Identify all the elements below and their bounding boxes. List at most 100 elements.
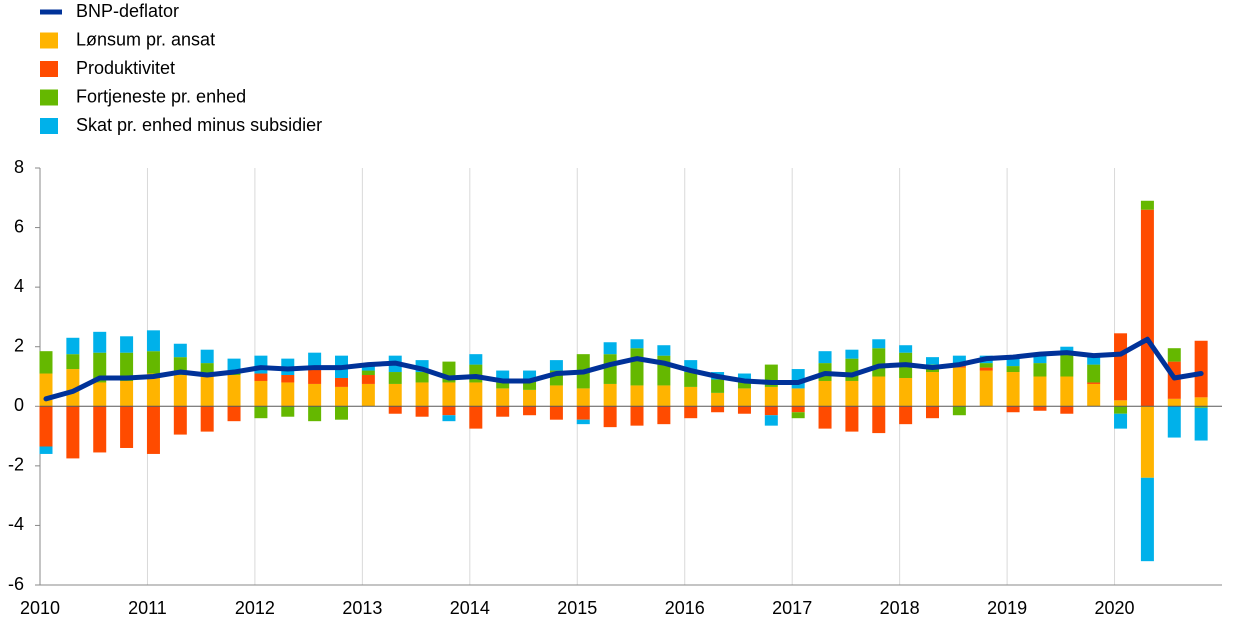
bar-segment xyxy=(1060,376,1074,407)
bar-segment xyxy=(93,406,107,453)
legend-label: Fortjeneste pr. enhed xyxy=(76,86,246,106)
bar-segment xyxy=(603,406,617,428)
bar-segment xyxy=(818,351,832,364)
bar-segment xyxy=(952,406,966,416)
bar-segment xyxy=(576,388,590,407)
bar-segment xyxy=(281,382,295,407)
y-tick-label: 4 xyxy=(14,276,24,296)
bar-segment xyxy=(1006,372,1020,407)
bar-segment xyxy=(523,370,537,380)
bar-segment xyxy=(496,370,510,383)
bar-segment xyxy=(227,358,241,373)
bar-segment xyxy=(711,406,725,413)
bar-segment xyxy=(442,415,456,422)
bar-segment xyxy=(657,406,671,425)
bar-segment xyxy=(173,375,187,407)
bar-segment xyxy=(200,406,214,432)
bar-segment xyxy=(335,406,348,420)
bar-segment xyxy=(1114,406,1128,414)
bar-segment xyxy=(281,406,295,417)
bar-segment xyxy=(845,349,859,359)
bar-segment xyxy=(684,360,698,373)
bar-segment xyxy=(818,406,832,429)
bar-segment xyxy=(1114,400,1128,407)
bar-segment xyxy=(1194,340,1208,398)
bar-segment xyxy=(173,406,187,435)
bar-segment xyxy=(254,373,268,381)
bar-segment xyxy=(388,372,402,384)
bar-segment xyxy=(791,388,805,407)
bar-segment xyxy=(684,406,698,419)
bar-segment xyxy=(39,446,53,454)
bar-segment xyxy=(227,375,241,407)
bar-segment xyxy=(684,372,698,387)
bar-segment xyxy=(791,406,805,413)
bar-segment xyxy=(308,383,322,407)
y-tick-label: 0 xyxy=(14,395,24,415)
bar-segment xyxy=(926,406,939,419)
bar-segment xyxy=(630,385,644,407)
x-tick-label: 2013 xyxy=(342,598,382,618)
bar-segment xyxy=(737,382,751,389)
bar-segment xyxy=(1006,355,1020,367)
bar-segment xyxy=(120,352,134,381)
bar-segment xyxy=(308,352,322,368)
bar-segment xyxy=(979,367,993,371)
legend-label: BNP-deflator xyxy=(76,1,179,21)
bar-segment xyxy=(549,385,563,407)
legend-label: Lønsum pr. ansat xyxy=(76,29,215,49)
bar-segment xyxy=(737,373,751,383)
bar-segment xyxy=(576,406,590,420)
bar-segment xyxy=(1087,382,1101,384)
y-tick-label: -2 xyxy=(8,455,24,475)
bar-segment xyxy=(200,376,214,407)
x-tick-label: 2010 xyxy=(20,598,60,618)
bar-segment xyxy=(361,370,375,376)
bar-segment xyxy=(335,377,348,387)
bar-segment xyxy=(657,385,671,407)
bar-segment xyxy=(415,406,429,417)
bar-segment xyxy=(1114,413,1128,429)
bar-segment xyxy=(1087,383,1101,407)
bar-segment xyxy=(684,386,698,407)
bar-segment xyxy=(926,357,939,365)
bar-segment xyxy=(523,379,537,390)
bar-segment xyxy=(66,369,80,407)
bar-segment xyxy=(415,382,429,407)
line xyxy=(43,336,1204,402)
bar-segment xyxy=(146,330,160,352)
bar-segment xyxy=(711,379,725,393)
bar-segment xyxy=(66,354,80,370)
bar-segment xyxy=(952,367,966,407)
bar-segment xyxy=(603,354,617,384)
bar-segment xyxy=(1033,354,1047,364)
x-tick-label: 2017 xyxy=(772,598,812,618)
bar-segment xyxy=(496,406,510,417)
bar-segment xyxy=(845,358,859,381)
bar-segment xyxy=(361,364,375,371)
bar-segment xyxy=(603,342,617,355)
bar-segment xyxy=(549,406,563,420)
bar-segment xyxy=(1140,200,1154,210)
y-tick-label: 2 xyxy=(14,335,24,355)
x-tick-label: 2016 xyxy=(665,598,705,618)
bar-segment xyxy=(388,383,402,407)
bar-segment xyxy=(899,377,913,407)
bar-segment xyxy=(281,375,295,383)
bar-segment xyxy=(1194,397,1208,407)
bar-segment xyxy=(335,386,348,407)
bar-segment xyxy=(1087,357,1101,365)
bar-segment xyxy=(39,373,53,407)
bar-segment xyxy=(442,406,456,416)
bar-segment xyxy=(711,392,725,407)
bar-segment xyxy=(872,406,886,434)
bar-segment xyxy=(1033,363,1047,377)
bar-segment xyxy=(1060,406,1074,414)
bar-segment xyxy=(1060,354,1074,377)
x-tick-label: 2020 xyxy=(1095,598,1135,618)
bar-segment xyxy=(254,406,268,419)
bar-segment xyxy=(523,389,537,407)
bar-segment xyxy=(1006,406,1020,413)
bar-segment xyxy=(361,383,375,407)
bar-segment xyxy=(845,380,859,407)
